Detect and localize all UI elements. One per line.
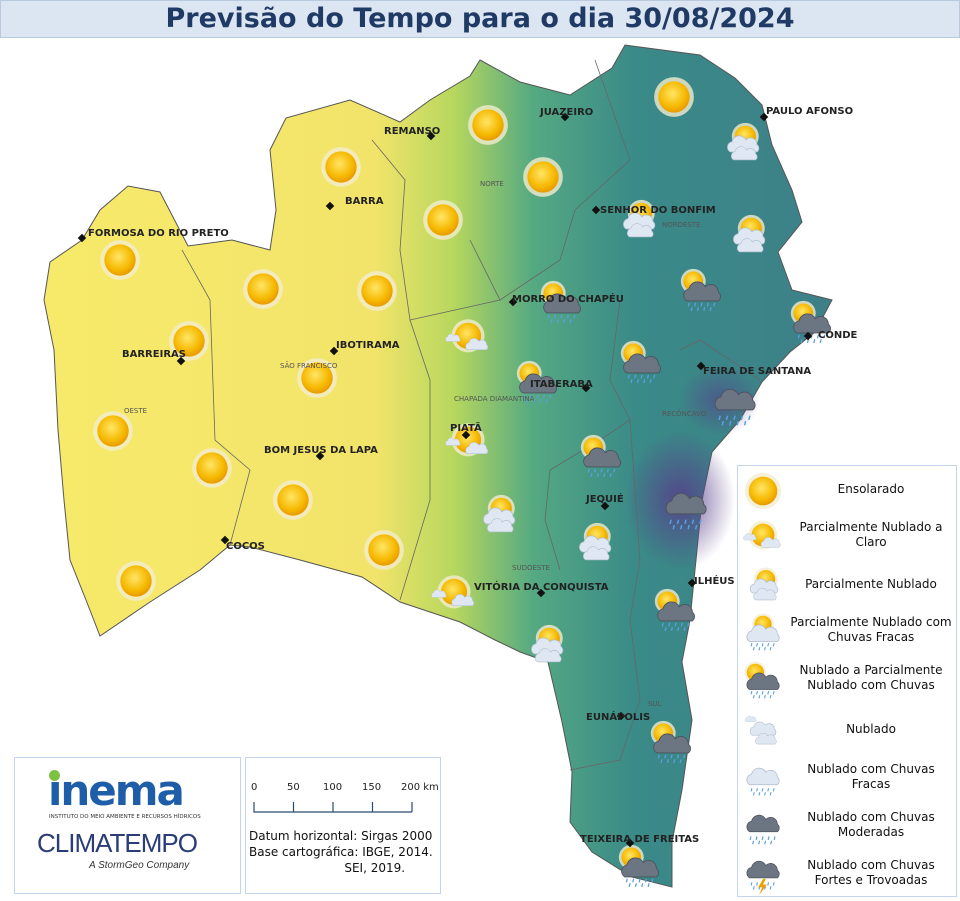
city-label-ibotirama: IBOTIRAMA — [336, 340, 400, 351]
legend-label: Nublado com Chuvas Fortes e Trovoadas — [807, 858, 935, 887]
logos-panel: inema INSTITUTO DO MEIO AMBIENTE E RECUR… — [14, 757, 241, 894]
climatempo-logo: CLIMATEMPO — [37, 828, 198, 858]
cloudy-sun-rain-icon — [742, 659, 784, 701]
legend-item: Parcialmente Nublado com Chuvas Fracas — [738, 607, 956, 653]
sun-icon — [243, 269, 283, 309]
sun-icon — [423, 200, 463, 240]
scale-panel: 0 50 100 150 200 km Datum horizontal: Si… — [245, 757, 441, 894]
legend-label: Nublado — [846, 721, 896, 736]
scale-bar — [253, 802, 413, 813]
sun-icon — [523, 157, 563, 197]
legend-item: Nublado com Chuvas Fracas — [738, 754, 956, 800]
city-label-itaberaba: ITABERABA — [530, 379, 593, 390]
region-label-sudoeste: SUDOESTE — [512, 564, 550, 572]
city-label-barra: BARRA — [345, 196, 384, 207]
city-label-juazeiro: JUAZEIRO — [539, 107, 593, 118]
sun-icon — [654, 77, 694, 117]
region-label-oeste: OESTE — [124, 407, 147, 415]
sun-icon — [357, 271, 397, 311]
legend-label: Parcialmente Nublado a Claro — [799, 520, 943, 549]
inema-logo-dot — [49, 770, 60, 781]
legend: Ensolarado Parcialmente Nublado a Claro … — [737, 465, 957, 897]
sun-icon — [364, 530, 404, 570]
region-label-reconcavo: RECÔNCAVO — [662, 409, 707, 418]
legend-item: Parcialmente Nublado a Claro — [738, 512, 956, 558]
legend-item: Nublado — [738, 706, 956, 752]
cloudy-icon — [742, 710, 784, 752]
sun-icon — [116, 561, 156, 601]
city-label-conde: CONDE — [818, 330, 858, 341]
city-label-feira-de-santana: FEIRA DE SANTANA — [703, 366, 811, 377]
sun-icon — [100, 240, 140, 280]
legend-label: Ensolarado — [837, 481, 905, 496]
state-bahia-shape — [43, 44, 833, 888]
sun-icon — [273, 480, 313, 520]
region-label-sao-francisco: SÃO FRANCISCO — [280, 361, 338, 370]
page-title: Previsão do Tempo para o dia 30/08/2024 — [0, 0, 960, 38]
region-label-chapada-diamantina: CHAPADA DIAMANTINA — [454, 395, 535, 403]
sun-small-cloud-icon — [742, 516, 784, 558]
scale-tick-label: 200 km — [401, 782, 439, 793]
city-label-paulo-afonso: PAULO AFONSO — [766, 106, 853, 117]
region-label-sul: SUL — [648, 700, 662, 708]
city-label-teixeira-de-freitas: TEIXEIRA DE FREITAS — [580, 834, 699, 845]
partly-cloudy-light-rain-icon — [742, 611, 784, 653]
legend-label: Parcialmente Nublado com Chuvas Fracas — [790, 615, 952, 644]
city-label-eunapolis: EUNÁPOLIS — [586, 710, 650, 723]
city-label-vitoria-da-conquista: VITÓRIA DA CONQUISTA — [474, 580, 609, 593]
cloudy-light-rain-icon — [742, 758, 784, 800]
partly-cloudy-icon — [742, 565, 784, 607]
sun-icon — [468, 105, 508, 145]
city-label-cocos: COCOS — [226, 541, 265, 552]
city-label-barreiras: BARREIRAS — [122, 349, 186, 360]
legend-item: Ensolarado — [738, 466, 956, 512]
city-label-remanso: REMANSO — [384, 126, 440, 137]
city-label-jequie: JEQUIÉ — [585, 492, 624, 505]
legend-label: Nublado com Chuvas Fracas — [807, 762, 935, 791]
legend-item: Nublado com Chuvas Moderadas — [738, 802, 956, 848]
inema-logo-subtitle: INSTITUTO DO MEIO AMBIENTE E RECURSOS HÍ… — [49, 814, 201, 820]
scale-tick-label: 50 — [287, 782, 300, 793]
region-label-norte: NORTE — [480, 180, 504, 188]
stormgeo-tagline: A StormGeo Company — [89, 860, 190, 871]
scale-tick-label: 0 — [251, 782, 258, 793]
thunderstorm-icon — [742, 854, 784, 896]
city-label-morro-do-chapeu: MORRO DO CHAPÉU — [512, 292, 624, 305]
sun-icon — [93, 411, 133, 451]
region-label-nordeste: NORDESTE — [662, 221, 701, 229]
region-labels: NORTE NORDESTE SÃO FRANCISCO OESTE CHAPA… — [124, 180, 707, 708]
legend-label: Nublado com Chuvas Moderadas — [807, 810, 935, 839]
legend-item: Nublado com Chuvas Fortes e Trovoadas — [738, 850, 956, 896]
sun-icon — [742, 470, 784, 512]
city-markers: JUAZEIRO PAULO AFONSO REMANSO BARRA SENH… — [77, 106, 858, 848]
city-label-senhor-do-bonfim: SENHOR DO BONFIM — [600, 205, 716, 216]
sun-icon — [192, 448, 232, 488]
datum-text: Datum horizontal: Sirgas 2000 Base carto… — [249, 829, 433, 875]
legend-item: Parcialmente Nublado — [738, 561, 956, 607]
inema-logo: inema — [48, 766, 185, 815]
legend-label: Nublado a Parcialmente Nublado com Chuva… — [799, 663, 943, 692]
cloudy-moderate-rain-icon — [742, 806, 784, 848]
city-label-bom-jesus-da-lapa: BOM JESUS DA LAPA — [264, 445, 378, 456]
legend-item: Nublado a Parcialmente Nublado com Chuva… — [738, 655, 956, 701]
city-label-piata: PIATÃ — [450, 421, 482, 434]
city-label-formosa-do-rio-preto: FORMOSA DO RIO PRETO — [88, 228, 229, 239]
city-label-ilheus: ILHÉUS — [694, 574, 735, 587]
scale-tick-label: 100 — [323, 782, 343, 793]
scale-tick-label: 150 — [362, 782, 382, 793]
sun-icon — [321, 147, 361, 187]
legend-label: Parcialmente Nublado — [805, 576, 937, 591]
